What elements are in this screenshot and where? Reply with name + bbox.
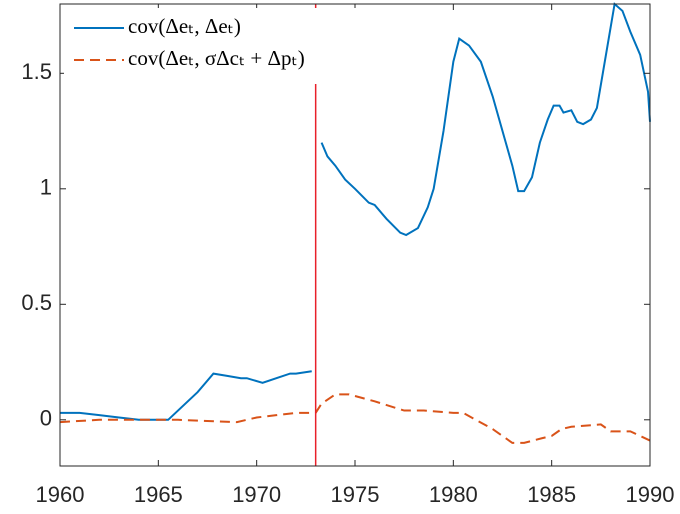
x-tick-label: 1975 — [331, 482, 380, 507]
x-tick-label: 1965 — [134, 482, 183, 507]
legend-box — [64, 8, 366, 84]
y-tick-label: 1 — [40, 175, 52, 200]
y-tick-label: 0.5 — [21, 290, 52, 315]
x-tick-label: 1970 — [232, 482, 281, 507]
data-line — [59, 393, 651, 444]
x-tick-label: 1960 — [36, 482, 85, 507]
legend-label: cov(Δeₜ, σΔcₜ + Δpₜ) — [128, 46, 305, 70]
x-tick-label: 1990 — [626, 482, 675, 507]
data-line — [60, 2, 651, 421]
legend-label: cov(Δeₜ, Δeₜ) — [128, 14, 241, 38]
y-tick-label: 0 — [40, 406, 52, 431]
x-tick-label: 1980 — [429, 482, 478, 507]
x-tick-label: 1985 — [527, 482, 576, 507]
y-tick-label: 1.5 — [21, 59, 52, 84]
